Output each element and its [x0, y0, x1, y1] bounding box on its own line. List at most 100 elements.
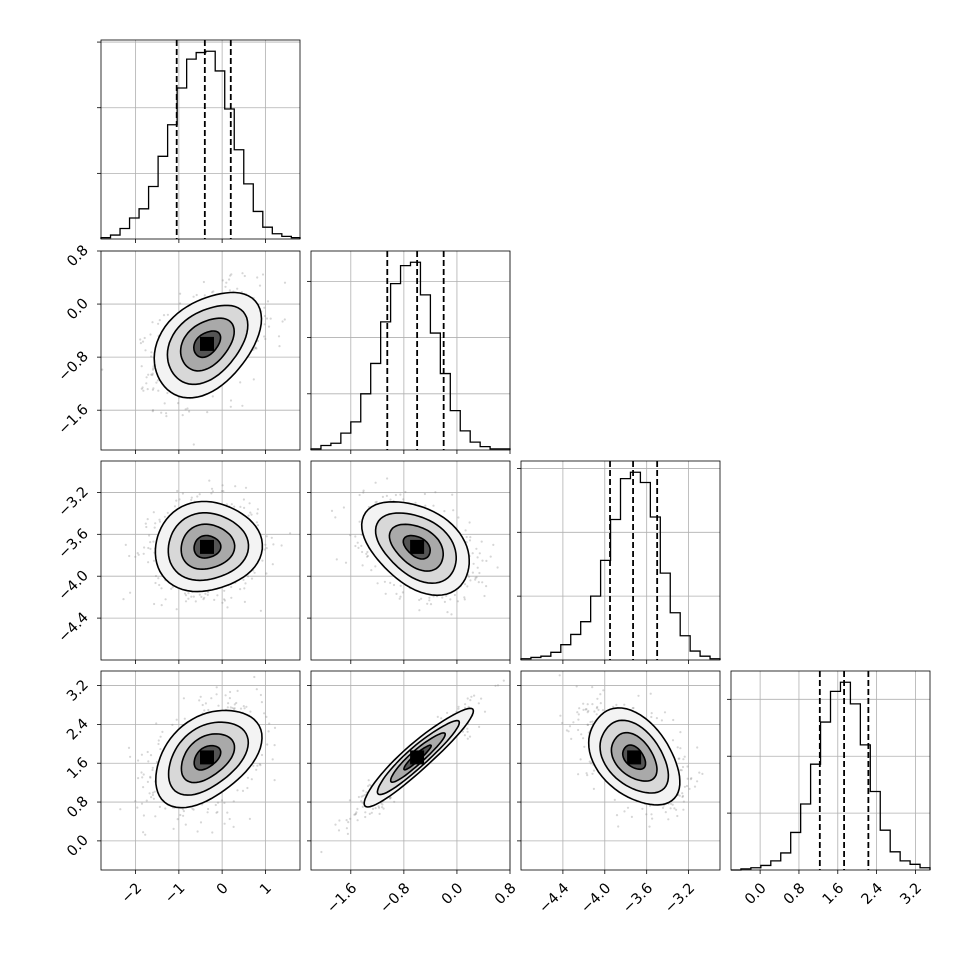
scatter-point — [481, 581, 484, 584]
scatter-point — [164, 598, 167, 601]
scatter-point — [212, 290, 215, 293]
scatter-point — [345, 827, 348, 830]
scatter-point — [151, 372, 154, 375]
scatter-point — [235, 701, 238, 705]
scatter-point — [623, 703, 626, 706]
scatter-point — [210, 487, 214, 490]
scatter-point — [146, 518, 149, 521]
scatter-point — [682, 758, 685, 761]
scatter-point — [588, 760, 591, 763]
scatter-point — [229, 706, 232, 709]
scatter-point — [698, 771, 701, 774]
scatter-point — [357, 546, 360, 550]
scatter-point — [236, 689, 239, 693]
scatter-point — [617, 825, 620, 828]
scatter-point — [374, 807, 377, 810]
scatter-point — [137, 553, 140, 556]
scatter-point — [239, 381, 242, 384]
scatter-point — [494, 684, 497, 687]
histogram-line — [731, 681, 931, 871]
scatter-point — [207, 807, 210, 811]
scatter-point — [263, 335, 266, 338]
scatter-point — [140, 365, 143, 368]
scatter-point — [623, 810, 626, 813]
scatter-point — [151, 321, 154, 324]
scatter-point — [148, 534, 151, 537]
scatter-point — [376, 582, 379, 585]
scatter-point — [641, 807, 644, 810]
scatter-point — [261, 273, 265, 276]
scatter-point — [353, 813, 356, 816]
scatter-point — [591, 703, 594, 706]
scatter-point — [688, 787, 691, 791]
marginal-panel-1 — [307, 250, 511, 454]
scatter-point — [258, 763, 261, 766]
scatter-point — [228, 697, 231, 700]
scatter-point — [152, 367, 155, 370]
scatter-point — [203, 294, 206, 297]
scatter-point — [136, 806, 139, 809]
scatter-point — [586, 723, 589, 726]
scatter-point — [141, 340, 145, 343]
scatter-point — [265, 715, 268, 719]
scatter-point — [334, 823, 337, 826]
scatter-point — [256, 764, 259, 767]
scatter-point — [596, 705, 599, 709]
scatter-point — [335, 558, 338, 561]
density-peak — [200, 539, 214, 554]
scatter-point — [418, 598, 421, 602]
scatter-point — [151, 768, 154, 772]
scatter-point — [701, 772, 704, 776]
scatter-point — [349, 534, 352, 537]
scatter-point — [184, 594, 188, 597]
scatter-point — [250, 778, 253, 781]
scatter-point — [394, 493, 397, 497]
scatter-point — [365, 552, 368, 556]
scatter-point — [158, 518, 161, 521]
scatter-point — [256, 276, 259, 279]
scatter-point — [382, 807, 385, 810]
scatter-point — [592, 769, 596, 772]
scatter-point — [374, 565, 377, 568]
scatter-point — [575, 685, 578, 688]
scatter-point — [239, 588, 242, 591]
scatter-point — [155, 760, 158, 764]
scatter-point — [228, 289, 231, 292]
scatter-point — [679, 768, 682, 772]
scatter-point — [337, 829, 341, 832]
scatter-point — [389, 581, 392, 585]
scatter-point — [681, 794, 685, 798]
scatter-point — [145, 376, 148, 379]
scatter-point — [157, 577, 160, 580]
scatter-point — [223, 598, 226, 601]
scatter-point — [155, 722, 158, 725]
scatter-point — [233, 703, 236, 706]
scatter-point — [265, 572, 268, 575]
scatter-point — [267, 730, 270, 733]
scatter-point — [485, 559, 488, 563]
scatter-point — [146, 750, 149, 754]
scatter-point — [179, 292, 182, 295]
scatter-point — [489, 555, 492, 558]
scatter-point — [648, 825, 651, 828]
panel-frame — [730, 670, 931, 871]
scatter-point — [471, 571, 474, 574]
scatter-point — [225, 503, 228, 506]
scatter-point — [371, 807, 375, 811]
scatter-point — [681, 795, 684, 799]
scatter-point — [250, 577, 254, 580]
scatter-point — [244, 486, 248, 489]
scatter-point — [263, 548, 266, 551]
scatter-point — [591, 686, 594, 689]
scatter-point — [671, 739, 675, 742]
scatter-point — [449, 598, 452, 601]
scatter-point — [157, 742, 160, 746]
scatter-point — [228, 278, 231, 281]
scatter-point — [256, 512, 259, 515]
scatter-point — [456, 600, 459, 603]
scatter-point — [365, 791, 368, 794]
scatter-point — [597, 708, 600, 712]
scatter-point — [162, 314, 166, 317]
scatter-point — [184, 408, 187, 411]
scatter-point — [469, 536, 472, 539]
